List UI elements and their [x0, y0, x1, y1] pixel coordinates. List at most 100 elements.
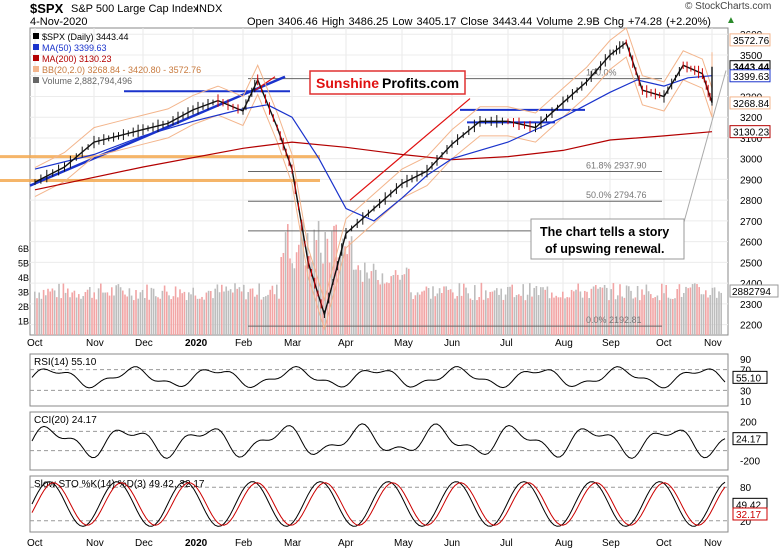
volume-bar: [489, 291, 491, 335]
volume-bar: [674, 298, 676, 335]
volume-bar: [504, 294, 507, 335]
volume-bar: [597, 288, 599, 335]
volume-bar: [537, 295, 540, 335]
volume-bar: [284, 232, 287, 335]
volume-bar: [361, 281, 364, 335]
volume-bar: [702, 294, 705, 335]
volume-bar: [60, 298, 62, 335]
volume-bar: [225, 286, 227, 335]
x-tick-label: Jul: [500, 338, 513, 349]
volume-bar: [425, 286, 428, 335]
volume-bar: [408, 268, 410, 335]
volume-bar: [69, 297, 71, 335]
indicator-tick-label: 30: [740, 386, 752, 397]
volume-bar: [364, 262, 366, 335]
volume-bar: [273, 294, 276, 335]
x-tick-label: Nov: [704, 338, 722, 349]
price-tick-label: 2700: [740, 217, 763, 228]
volume-bar: [102, 292, 104, 335]
volume-bar: [232, 292, 234, 335]
volume-bar: [531, 296, 533, 335]
indicator-tag: [732, 432, 768, 446]
volume-bar: [628, 286, 630, 335]
volume-bar: [148, 299, 150, 335]
volume-bar: [218, 292, 221, 335]
volume-bar: [119, 287, 122, 335]
volume-bar: [370, 271, 373, 335]
volume-bar: [190, 294, 192, 335]
x-tick-label-bottom: Feb: [235, 538, 253, 549]
volume-bar: [676, 289, 678, 335]
volume-bar: [680, 296, 683, 335]
volume-bar: [311, 261, 313, 335]
legend-entry: Volume 2,882,794,496: [42, 76, 132, 86]
x-tick-label: May: [394, 338, 413, 349]
volume-bar: [331, 231, 333, 335]
volume-bar: [201, 296, 203, 335]
ma50-line: [34, 75, 713, 222]
x-tick-label: Oct: [27, 338, 43, 349]
rsi-line: [31, 365, 726, 389]
volume-bar: [221, 284, 223, 335]
sto-k-line: [31, 481, 726, 527]
volume-bar: [100, 283, 102, 335]
volume-tick-label: 6B: [18, 244, 29, 254]
price-tick-label: 2900: [740, 175, 763, 186]
volume-bar: [203, 299, 205, 335]
volume-bar: [665, 284, 667, 335]
annotation-box: The chart tells a story of upswing renewa…: [530, 218, 685, 260]
price-tick-label: 2200: [740, 321, 763, 332]
price-tag: [729, 125, 771, 139]
x-tick-label: Oct: [656, 338, 672, 349]
volume-bar: [192, 287, 194, 335]
volume-bar: [229, 289, 232, 335]
volume-tick-label: 2B: [18, 302, 29, 312]
volume-bar: [73, 290, 76, 335]
volume-bar: [188, 292, 190, 335]
volume-bar: [91, 297, 93, 335]
volume-bar: [97, 288, 100, 335]
legend-entry: $SPX (Daily) 3443.44: [42, 32, 129, 42]
volume-bar: [368, 278, 370, 335]
volume-bar: [586, 291, 588, 335]
volume-bar: [394, 270, 397, 335]
volume-bar: [135, 290, 137, 335]
volume-bar: [487, 298, 489, 335]
volume-bar: [104, 292, 106, 335]
volume-bar: [423, 290, 425, 335]
volume-bar: [661, 283, 663, 335]
indicator-tick-label: 10: [740, 397, 752, 408]
cci-line: [31, 423, 726, 459]
volume-bar: [278, 298, 280, 335]
volume-bar: [282, 252, 285, 335]
volume-bar: [157, 297, 159, 335]
price-tick-label: 2800: [740, 196, 763, 207]
volume-bar: [647, 291, 650, 335]
volume-bar: [447, 289, 450, 335]
indicator-frame: [29, 353, 729, 407]
volume-bar: [467, 293, 469, 335]
volume-bar: [691, 284, 694, 335]
x-tick-label-bottom: Oct: [656, 538, 672, 549]
volume-bar: [623, 297, 626, 335]
x-tick-label-bottom: Nov: [86, 538, 104, 549]
volume-bar: [663, 293, 665, 335]
volume-bar: [251, 288, 254, 335]
volume-bar: [337, 257, 340, 335]
indicator-tick-label: 20: [740, 517, 752, 528]
volume-bar: [262, 297, 265, 335]
x-tick-label: Apr: [338, 338, 354, 349]
x-tick-label: Mar: [284, 338, 302, 349]
volume-bar: [564, 298, 566, 335]
volume-bar: [350, 236, 353, 335]
price-tick-label: 3500: [740, 51, 763, 62]
indicator-tag-label: 24.17: [736, 435, 761, 446]
volume-bar: [300, 224, 302, 335]
volume-bar: [328, 262, 331, 335]
volume-bar: [346, 254, 348, 335]
volume-bar: [181, 293, 183, 335]
volume-bar: [716, 297, 718, 335]
volume-bar: [249, 288, 252, 335]
indicator-tag-label: 55.10: [736, 373, 761, 384]
